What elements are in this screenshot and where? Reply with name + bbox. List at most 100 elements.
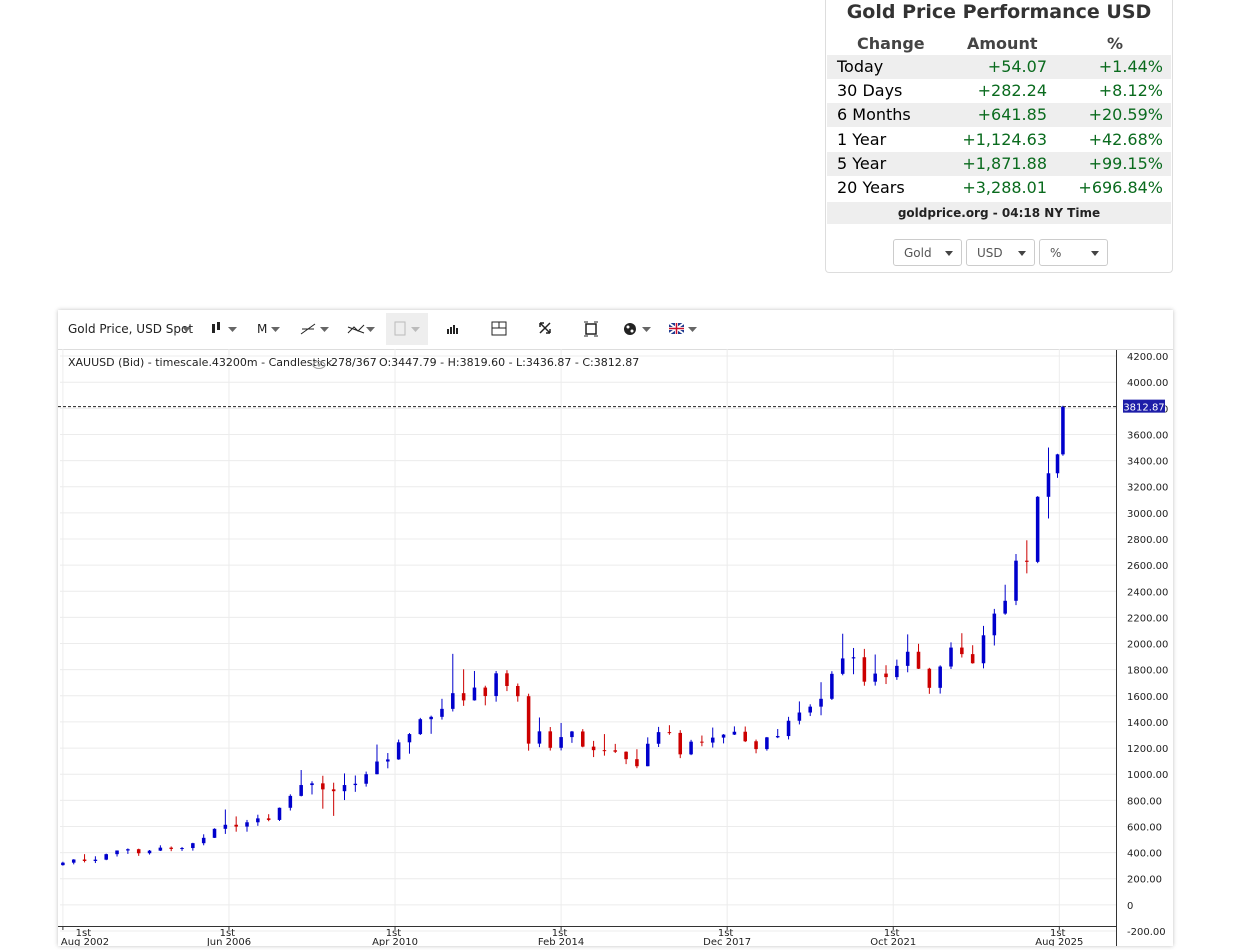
candle-body xyxy=(429,716,433,720)
series-info: XAUUSD (Bid) - timescale.43200m - Candle… xyxy=(68,356,333,369)
amount: +54.07 xyxy=(987,57,1047,76)
candle-body xyxy=(895,665,899,678)
fit-icon[interactable] xyxy=(584,321,598,337)
candle-body xyxy=(916,651,921,669)
candle-body xyxy=(765,737,769,750)
candle-body xyxy=(386,759,390,762)
candle-body xyxy=(245,822,249,827)
y-tick-label: 3000.00 xyxy=(1127,509,1168,520)
layout-icon[interactable] xyxy=(491,321,507,336)
candle-body xyxy=(819,698,823,707)
candle-body xyxy=(786,720,791,737)
indicator-icon[interactable] xyxy=(347,324,375,334)
candle-body xyxy=(212,828,217,838)
x-tick-label: 1st Jun 2006 xyxy=(206,928,251,946)
performance-row: 30 Days +282.24 +8.12% xyxy=(827,79,1171,103)
header: Change xyxy=(857,34,925,53)
row-label: 30 Days xyxy=(837,81,903,101)
y-tick-label: 2800.00 xyxy=(1127,535,1168,546)
y-tick-label: 400.00 xyxy=(1127,849,1162,860)
dropdown-arrow xyxy=(182,327,191,332)
chart-container: Gold Price, USD Spot M XAUUSD (Bid) - ti… xyxy=(58,310,1173,948)
candle-body xyxy=(407,734,412,743)
amount: +1,124.63 xyxy=(962,129,1047,149)
candle-body xyxy=(288,795,293,808)
language-icon[interactable] xyxy=(668,322,697,335)
y-tick-label: 1400.00 xyxy=(1127,718,1168,729)
candle-body xyxy=(169,847,173,849)
candle-body xyxy=(82,859,87,861)
candle-body xyxy=(516,685,520,697)
chart: Gold Price, USD Spot M XAUUSD (Bid) - ti… xyxy=(58,310,1173,948)
candle-body xyxy=(808,706,812,713)
candle-body xyxy=(613,750,618,752)
y-tick-label: 1200.00 xyxy=(1127,744,1168,755)
y-tick-label: 200.00 xyxy=(1127,875,1162,886)
candle-body xyxy=(147,850,152,854)
candle-body xyxy=(732,731,737,735)
instrument-button[interactable]: Gold Price, USD Spot xyxy=(68,322,193,336)
candle-body xyxy=(797,712,802,721)
candle-body xyxy=(71,859,76,863)
theme-icon[interactable] xyxy=(624,323,651,335)
widget-title: Gold Price Performance USD xyxy=(846,1,1152,23)
candle-count: 278/367 xyxy=(331,356,377,369)
y-tick-label: 1000.00 xyxy=(1127,770,1168,781)
performance-row: 6 Months +641.85 +20.59% xyxy=(827,103,1171,128)
candle-body xyxy=(223,824,228,829)
percent: +20.59% xyxy=(1088,105,1163,125)
candle-body xyxy=(775,736,780,738)
eye-icon[interactable] xyxy=(312,361,326,369)
fullscreen-icon[interactable] xyxy=(539,322,551,334)
candle-body xyxy=(180,848,184,850)
interval-button[interactable]: M xyxy=(257,322,267,336)
candle-body xyxy=(851,657,856,659)
y-tick-label: 1800.00 xyxy=(1127,666,1168,677)
candle-body xyxy=(960,647,964,655)
chart-type-icon[interactable] xyxy=(212,322,237,333)
x-tick-label: 1st Apr 2010 xyxy=(372,928,418,946)
candle-body xyxy=(299,785,303,796)
volume-icon[interactable] xyxy=(447,325,458,334)
performance-row: 1 Year +1,124.63 +42.68% xyxy=(827,128,1171,152)
candle-body xyxy=(580,731,585,747)
metal-select[interactable]: Gold xyxy=(893,239,962,266)
candle-body xyxy=(949,647,953,667)
candle-body xyxy=(938,666,942,688)
percent: +42.68% xyxy=(1088,129,1163,149)
candle-body xyxy=(840,658,845,674)
dropdown-arrow xyxy=(271,327,280,332)
candle-body xyxy=(461,693,466,701)
amount: +641.85 xyxy=(977,105,1047,125)
ohlc-info: O:3447.79 - H:3819.60 - L:3436.87 - C:38… xyxy=(379,356,639,369)
header: Amount xyxy=(967,34,1038,53)
candle-body xyxy=(1061,406,1065,455)
unit-select[interactable]: % xyxy=(1039,239,1108,266)
candle-body xyxy=(331,789,336,792)
y-tick-label: 600.00 xyxy=(1127,822,1162,833)
amount: +3,288.01 xyxy=(962,178,1047,197)
percent: +696.84% xyxy=(1078,178,1163,197)
candle-body xyxy=(104,854,108,860)
candle-body xyxy=(884,673,888,678)
candle-body xyxy=(440,708,444,717)
candle-body xyxy=(591,746,596,751)
candle-body xyxy=(483,687,488,697)
header: % xyxy=(1107,34,1124,53)
candle-body xyxy=(667,732,672,734)
candle-body xyxy=(624,751,628,760)
percent: +99.15% xyxy=(1088,153,1163,173)
candle-body xyxy=(201,837,206,844)
currency-select[interactable]: USD xyxy=(966,239,1035,266)
candle-body xyxy=(754,741,758,750)
candle-body xyxy=(970,654,975,664)
candle-body xyxy=(451,693,455,709)
draw-icon[interactable] xyxy=(300,323,329,335)
percent: +1.44% xyxy=(1098,57,1163,76)
x-tick-label: 1st Feb 2014 xyxy=(538,928,584,946)
row-label: 5 Year xyxy=(837,153,887,173)
candle-body xyxy=(570,731,574,738)
y-tick-label: 4200.00 xyxy=(1127,352,1168,363)
y-tick-label: -200.00 xyxy=(1127,927,1166,938)
